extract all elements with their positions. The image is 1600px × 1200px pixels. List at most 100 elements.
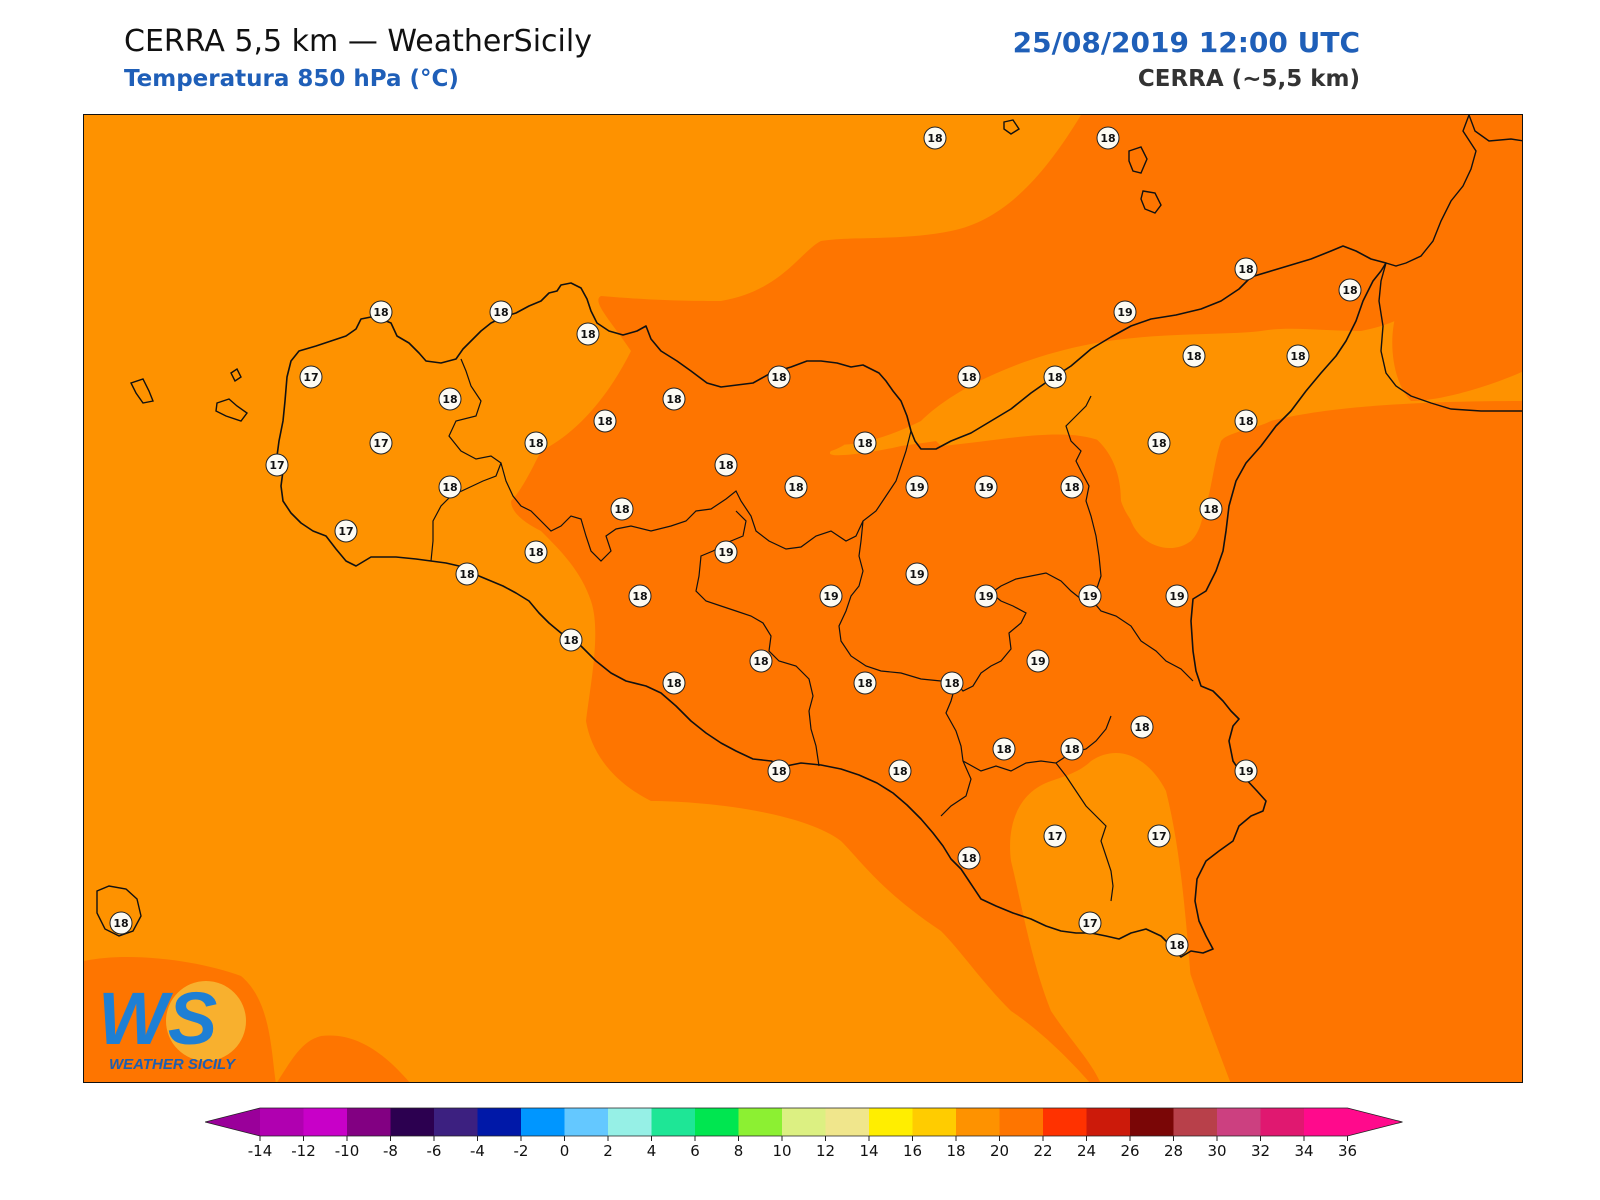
station-value: 18 xyxy=(996,743,1011,756)
station-marker xyxy=(714,540,738,564)
station-label: 18 xyxy=(662,671,686,695)
station-label: 18 xyxy=(940,671,964,695)
station-marker xyxy=(923,126,947,150)
map-title: CERRA 5,5 km — WeatherSicily xyxy=(124,24,592,59)
station-marker xyxy=(1130,715,1154,739)
station-marker xyxy=(438,387,462,411)
colorbar-tick-label: 18 xyxy=(946,1142,965,1160)
station-marker xyxy=(1165,584,1189,608)
station-label: 17 xyxy=(1078,911,1102,935)
station-marker xyxy=(1199,497,1223,521)
colorbar-tick-label: -10 xyxy=(335,1142,360,1160)
station-label: 18 xyxy=(610,497,634,521)
station-label: 19 xyxy=(819,584,843,608)
station-value: 18 xyxy=(1100,132,1115,145)
station-value: 18 xyxy=(1151,437,1166,450)
station-label: 18 xyxy=(1234,257,1258,281)
colorbar-tick-label: 12 xyxy=(816,1142,835,1160)
colorbar-segment xyxy=(608,1108,652,1136)
station-marker xyxy=(853,671,877,695)
station-value: 18 xyxy=(1134,721,1149,734)
station-value: 17 xyxy=(1047,830,1062,843)
weather-sicily-logo: WS WEATHER SICILY xyxy=(98,977,246,1073)
station-label: 17 xyxy=(299,365,323,389)
station-label: 18 xyxy=(369,300,393,324)
station-label: 17 xyxy=(1147,824,1171,848)
station-value: 18 xyxy=(857,437,872,450)
station-value: 18 xyxy=(1290,350,1305,363)
station-marker xyxy=(1234,759,1258,783)
station-value: 18 xyxy=(528,437,543,450)
station-label: 18 xyxy=(923,126,947,150)
station-label: 17 xyxy=(1043,824,1067,848)
station-marker xyxy=(888,759,912,783)
field-18-20 xyxy=(511,115,1522,1082)
station-label: 18 xyxy=(957,365,981,389)
colorbar-tick-label: 22 xyxy=(1033,1142,1052,1160)
station-label: 19 xyxy=(974,475,998,499)
station-value: 18 xyxy=(857,677,872,690)
colorbar-segment xyxy=(825,1108,870,1136)
station-value: 18 xyxy=(666,677,681,690)
station-value: 18 xyxy=(1203,503,1218,516)
colorbar-segment xyxy=(999,1108,1044,1136)
station-value: 18 xyxy=(528,546,543,559)
station-label: 18 xyxy=(576,322,600,346)
colorbar-tick-label: -14 xyxy=(248,1142,273,1160)
station-value: 18 xyxy=(580,328,595,341)
colorbar-segment xyxy=(1130,1108,1174,1136)
station-label: 18 xyxy=(628,584,652,608)
station-marker xyxy=(489,300,513,324)
station-value: 18 xyxy=(614,503,629,516)
station-value: 17 xyxy=(373,437,388,450)
station-value: 18 xyxy=(1238,263,1253,276)
station-value: 18 xyxy=(944,677,959,690)
station-value: 19 xyxy=(1082,590,1097,603)
station-value: 18 xyxy=(597,415,612,428)
colorbar-segment xyxy=(651,1108,696,1136)
station-value: 18 xyxy=(442,393,457,406)
station-value: 17 xyxy=(1082,917,1097,930)
station-value: 18 xyxy=(1047,371,1062,384)
station-labels: 18 18 18 18 18 18 18 19 17 18 18 18 18 18 18 18 18 17 17 18… xyxy=(109,126,1362,957)
island-eolie-2 xyxy=(1128,146,1148,174)
station-value: 19 xyxy=(1030,655,1045,668)
station-marker xyxy=(974,584,998,608)
station-marker xyxy=(1234,257,1258,281)
station-marker xyxy=(455,562,479,586)
station-label: 19 xyxy=(905,562,929,586)
station-value: 18 xyxy=(1064,481,1079,494)
station-label: 19 xyxy=(974,584,998,608)
island-pantelleria xyxy=(96,885,142,937)
province-borders xyxy=(430,358,1194,902)
station-label: 18 xyxy=(1338,278,1362,302)
station-label: 18 xyxy=(593,409,617,433)
station-value: 19 xyxy=(1169,590,1184,603)
colorbar-segment xyxy=(869,1108,913,1136)
station-marker xyxy=(334,519,358,543)
sicily-coastline xyxy=(276,245,1387,958)
station-value: 18 xyxy=(961,371,976,384)
colorbar-tick-label: -2 xyxy=(514,1142,529,1160)
station-label: 18 xyxy=(714,453,738,477)
island-eolie-1 xyxy=(1003,119,1020,135)
colorbar-segment xyxy=(1260,1108,1305,1136)
colorbar-tick-label: 8 xyxy=(734,1142,744,1160)
colorbar-tick-label: 2 xyxy=(603,1142,613,1160)
station-label: 18 xyxy=(1234,409,1258,433)
station-label: 18 xyxy=(888,759,912,783)
station-marker xyxy=(767,365,791,389)
colorbar-tick-label: 4 xyxy=(647,1142,657,1160)
station-value: 18 xyxy=(373,306,388,319)
station-marker xyxy=(1113,300,1137,324)
station-marker xyxy=(369,300,393,324)
station-marker xyxy=(369,431,393,455)
field-16-18-northeast xyxy=(931,334,1351,549)
colorbar-segment xyxy=(782,1108,826,1136)
station-value: 19 xyxy=(978,481,993,494)
station-value: 18 xyxy=(563,634,578,647)
station-label: 18 xyxy=(559,628,583,652)
colorbar-segment xyxy=(1173,1108,1218,1136)
station-value: 18 xyxy=(1342,284,1357,297)
station-marker xyxy=(576,322,600,346)
